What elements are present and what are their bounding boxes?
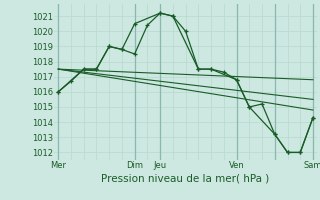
X-axis label: Pression niveau de la mer( hPa ): Pression niveau de la mer( hPa ) bbox=[101, 173, 270, 183]
